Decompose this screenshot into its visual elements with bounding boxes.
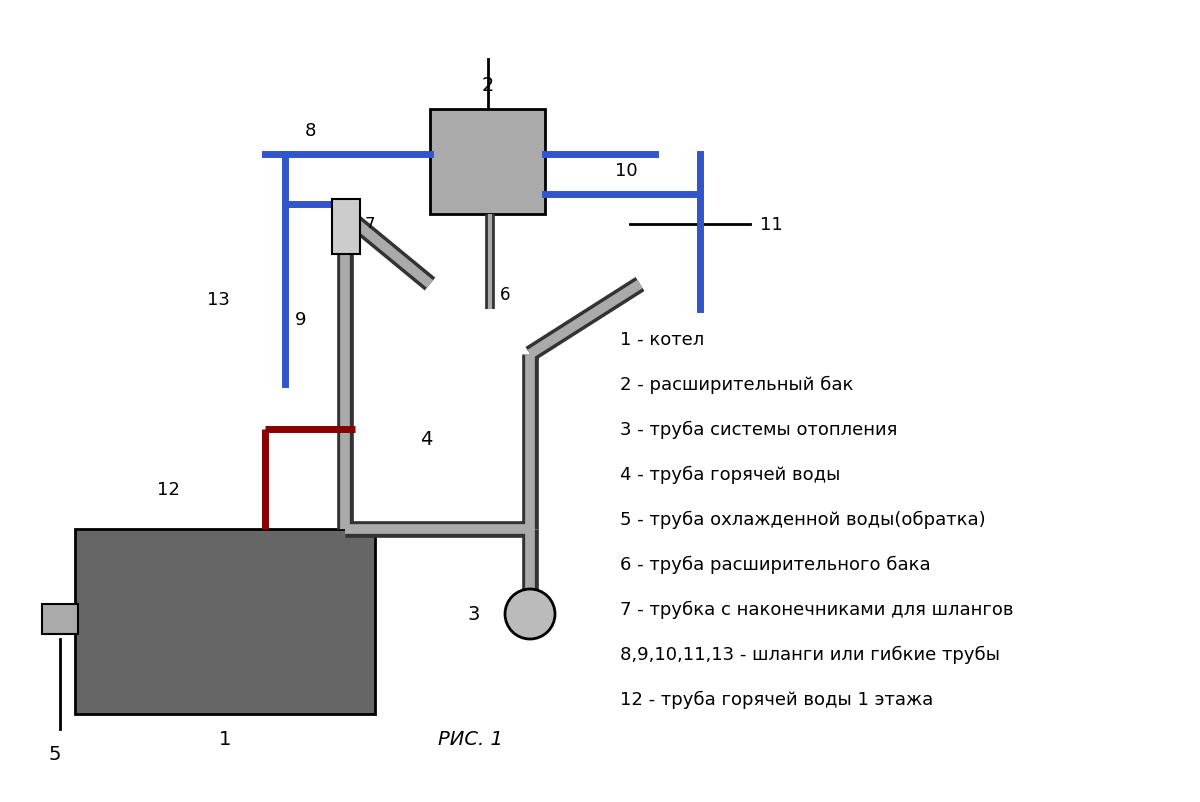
Text: 12 - труба горячей воды 1 этажа: 12 - труба горячей воды 1 этажа <box>620 690 934 708</box>
Text: 11: 11 <box>760 216 782 233</box>
Text: 1 - котел: 1 - котел <box>620 330 704 349</box>
Text: 8,9,10,11,13 - шланги или гибкие трубы: 8,9,10,11,13 - шланги или гибкие трубы <box>620 645 1000 663</box>
Circle shape <box>505 589 554 639</box>
Bar <box>332 200 360 255</box>
Text: 2 - расширительный бак: 2 - расширительный бак <box>620 375 853 394</box>
Text: 13: 13 <box>208 290 230 309</box>
Text: 3 - труба системы отопления: 3 - труба системы отопления <box>620 420 898 439</box>
Text: 5: 5 <box>49 744 61 763</box>
Text: РИС. 1: РИС. 1 <box>438 730 503 748</box>
Bar <box>42 604 78 634</box>
Text: 2: 2 <box>481 76 493 95</box>
Text: 4 - труба горячей воды: 4 - труба горячей воды <box>620 465 840 484</box>
Text: 6 - труба расширительного бака: 6 - труба расширительного бака <box>620 555 931 573</box>
Bar <box>430 110 545 215</box>
Text: 1: 1 <box>218 729 232 748</box>
Text: 9: 9 <box>295 310 306 329</box>
Text: 3: 3 <box>468 605 480 624</box>
Text: 7 - трубка с наконечниками для шлангов: 7 - трубка с наконечниками для шлангов <box>620 600 1014 618</box>
Text: 8: 8 <box>305 122 316 140</box>
Text: 5 - труба охлажденной воды(обратка): 5 - труба охлажденной воды(обратка) <box>620 510 985 529</box>
Text: 6: 6 <box>500 286 510 304</box>
Text: 12: 12 <box>157 480 180 498</box>
Bar <box>74 529 374 714</box>
Text: 7: 7 <box>365 216 376 233</box>
Text: 4: 4 <box>420 430 432 449</box>
Text: 10: 10 <box>616 162 637 180</box>
